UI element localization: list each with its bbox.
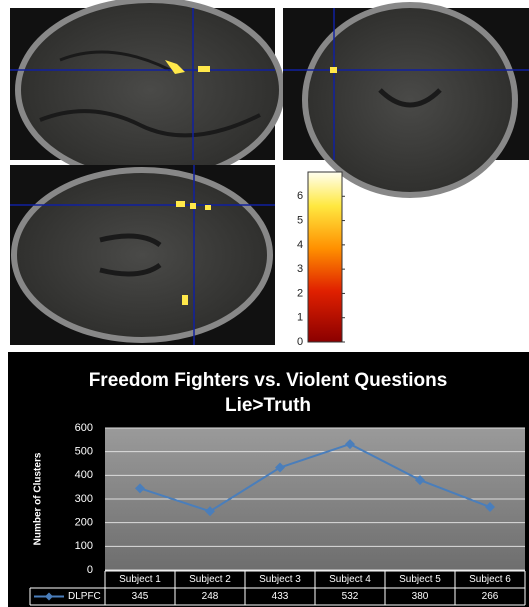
colorbar-tick-label: 4	[297, 239, 303, 251]
y-tick-label: 200	[75, 517, 93, 529]
table-value: 266	[482, 591, 499, 602]
table-value: 345	[132, 591, 149, 602]
colorbar	[308, 172, 342, 342]
page: Freedom Fighters vs. Violent Questions L…	[0, 0, 529, 607]
legend-label: DLPFC	[68, 591, 101, 602]
chart-subtitle: Lie>Truth	[225, 395, 311, 416]
colorbar-tick-label: 2	[297, 287, 303, 299]
y-tick-label: 600	[75, 422, 93, 434]
y-tick-label: 300	[75, 493, 93, 505]
x-tick-label: Subject 5	[399, 574, 441, 585]
chart-title: Freedom Fighters vs. Violent Questions	[89, 370, 448, 391]
colorbar-tick-label: 6	[297, 190, 303, 202]
y-tick-label: 0	[87, 564, 93, 576]
table-value: 532	[342, 591, 359, 602]
x-tick-label: Subject 6	[469, 574, 511, 585]
y-axis-label: Number of Clusters	[33, 452, 44, 545]
y-tick-label: 500	[75, 446, 93, 458]
x-tick-label: Subject 4	[329, 574, 371, 585]
table-value: 380	[412, 591, 429, 602]
mri-sagittal	[10, 0, 282, 180]
y-tick-label: 100	[75, 540, 93, 552]
colorbar-tick-label: 3	[297, 263, 303, 275]
mri-coronal	[283, 5, 529, 195]
x-tick-label: Subject 3	[259, 574, 301, 585]
x-tick-label: Subject 2	[189, 574, 231, 585]
table-value: 248	[202, 591, 219, 602]
colorbar-tick-label: 5	[297, 214, 303, 226]
mri-axial	[10, 165, 275, 345]
colorbar-tick-label: 1	[297, 312, 303, 324]
colorbar-tick-label: 0	[297, 336, 303, 348]
y-tick-label: 400	[75, 469, 93, 481]
x-tick-label: Subject 1	[119, 574, 161, 585]
table-value: 433	[272, 591, 289, 602]
